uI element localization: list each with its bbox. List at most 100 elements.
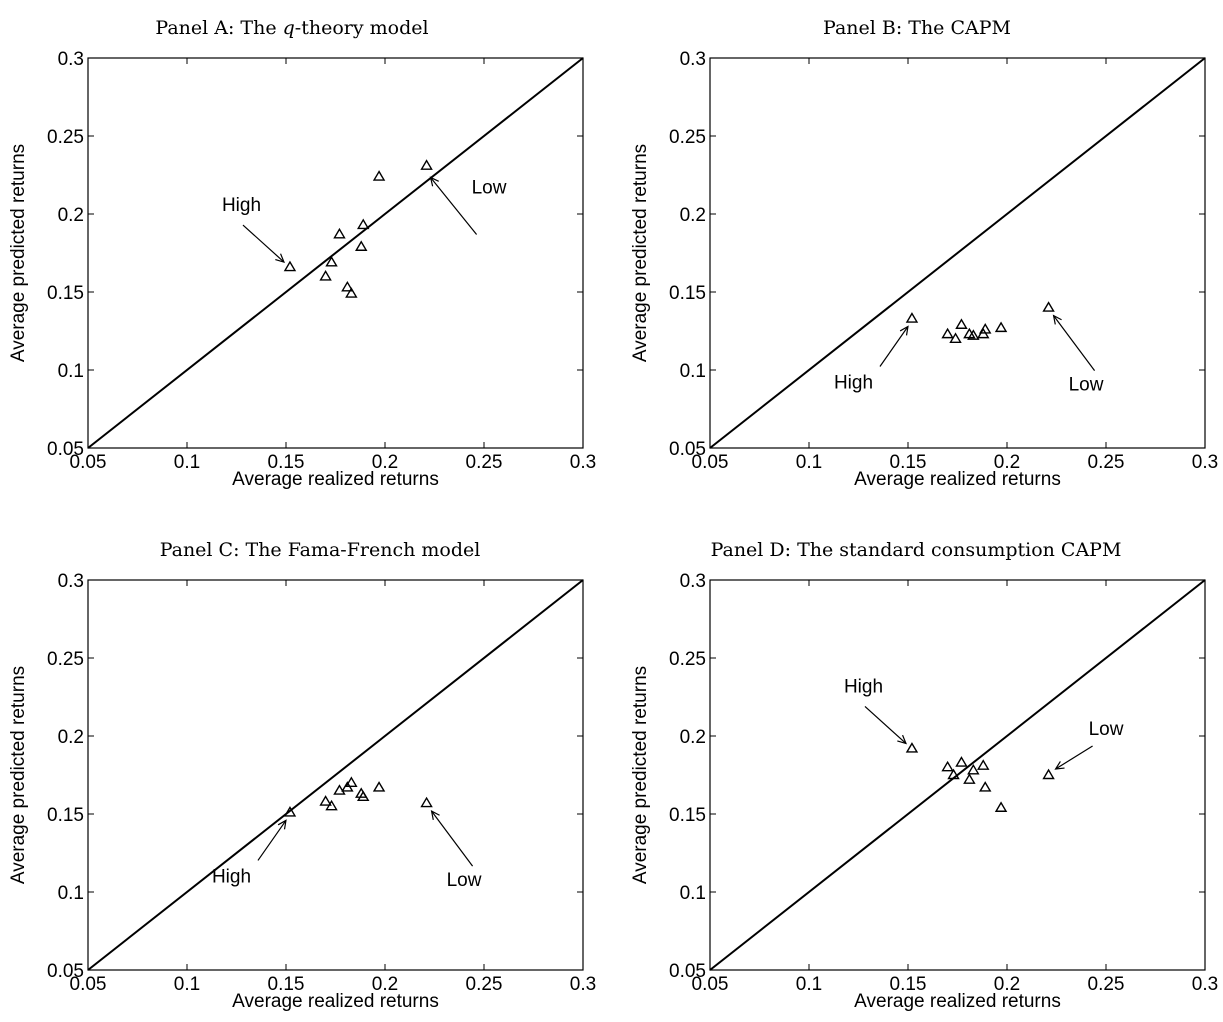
y-tick-label: 0.15: [47, 283, 84, 304]
data-point: [345, 287, 358, 298]
data-point: [325, 255, 338, 267]
x-axis-label: Average realized returns: [232, 469, 439, 490]
annotation-label: Low: [1089, 719, 1124, 740]
x-axis-label: Average realized returns: [854, 991, 1061, 1012]
data-point: [994, 801, 1008, 812]
annotation-arrow: [430, 177, 478, 235]
annotation-arrowhead: [897, 734, 907, 745]
y-tick-label: 0.2: [58, 727, 84, 748]
x-tick-label: 0.2: [372, 974, 398, 995]
x-axis-label: Average realized returns: [232, 991, 439, 1012]
y-axis-label: Average predicted returns: [630, 666, 651, 884]
data-point: [333, 784, 346, 795]
y-tick-label: 0.15: [669, 805, 706, 826]
data-point: [967, 763, 980, 775]
y-tick-label: 0.3: [680, 49, 706, 70]
y-tick-label: 0.1: [58, 883, 84, 904]
annotation-arrowhead: [1052, 314, 1062, 325]
x-tick-label: 0.2: [994, 974, 1020, 995]
plot-frame: [709, 57, 1206, 449]
data-point: [319, 270, 332, 281]
x-tick-label: 0.3: [570, 452, 596, 473]
x-tick-label: 0.05: [70, 452, 107, 473]
annotation-arrow: [1053, 315, 1096, 371]
annotation-arrow: [257, 820, 287, 861]
y-tick-label: 0.1: [680, 361, 706, 382]
plot-frame: [709, 579, 1206, 971]
data-point: [341, 280, 354, 292]
data-point: [905, 742, 919, 753]
x-tick-label: 0.05: [692, 452, 729, 473]
data-point: [905, 312, 919, 323]
x-tick-label: 0.1: [174, 452, 200, 473]
x-tick-label: 0.25: [466, 452, 503, 473]
annotation-label: Low: [472, 177, 507, 198]
annotation-arrowhead: [1054, 761, 1065, 770]
data-point: [1042, 768, 1055, 780]
data-point: [345, 776, 358, 787]
y-tick-label: 0.25: [669, 127, 706, 148]
y-tick-label: 0.2: [680, 205, 706, 226]
annotation-label: High: [212, 866, 251, 887]
x-tick-label: 0.15: [268, 974, 305, 995]
annotation-arrowhead: [430, 809, 440, 821]
data-point: [949, 332, 962, 343]
data-point: [356, 218, 370, 230]
x-tick-label: 0.3: [1192, 974, 1218, 995]
annotation-label: High: [222, 195, 261, 216]
annotation-label: Low: [1069, 375, 1104, 396]
data-point: [994, 321, 1008, 333]
data-point: [355, 240, 368, 251]
diagonal-line: [87, 57, 584, 449]
annotation-arrowhead: [429, 176, 439, 187]
panel-b: Panel B: The CAPM 0.050.05 0.1 0.1 0.15 0.15 0…: [630, 17, 1218, 490]
x-tick-label: 0.25: [1088, 974, 1125, 995]
x-tick-label: 0.15: [268, 452, 305, 473]
x-tick-label: 0.15: [890, 452, 927, 473]
y-tick-label: 0.3: [680, 571, 706, 592]
y-tick-label: 0.15: [47, 805, 84, 826]
annotation-arrow: [242, 224, 285, 263]
y-tick-label: 0.15: [669, 283, 706, 304]
data-point: [372, 170, 386, 181]
data-point: [978, 323, 992, 334]
annotation-label: High: [834, 373, 873, 394]
annotation-label: Low: [447, 870, 482, 891]
data-point: [947, 768, 960, 780]
x-tick-label: 0.1: [174, 974, 200, 995]
x-tick-label: 0.05: [70, 974, 107, 995]
annotation-arrowhead: [899, 325, 909, 336]
data-point: [963, 773, 976, 784]
data-point: [325, 799, 338, 811]
data-point: [941, 760, 954, 772]
panel-title: Panel D: The standard consumption CAPM: [711, 539, 1122, 561]
x-tick-label: 0.1: [796, 974, 822, 995]
y-tick-label: 0.25: [47, 127, 84, 148]
annotation-arrow: [864, 706, 907, 744]
y-tick-label: 0.3: [58, 571, 84, 592]
x-tick-label: 0.3: [1192, 452, 1218, 473]
annotation-label: High: [844, 676, 883, 697]
panel-c: Panel C: The Fama-French model 0.050.05 0.…: [8, 539, 596, 1012]
panel-d: Panel D: The standard consumption CAPM0.…: [630, 539, 1218, 1012]
x-tick-label: 0.3: [570, 974, 596, 995]
y-tick-label: 0.05: [669, 439, 706, 460]
y-tick-label: 0.2: [58, 205, 84, 226]
annotation-arrow: [1055, 745, 1093, 770]
data-point: [283, 260, 297, 272]
data-point: [977, 759, 990, 770]
y-tick-label: 0.05: [47, 961, 84, 982]
plot-frame: [87, 57, 584, 449]
y-axis-label: Average predicted returns: [8, 666, 29, 884]
y-tick-label: 0.1: [680, 883, 706, 904]
data-point: [1042, 301, 1055, 312]
annotation-arrow: [431, 810, 474, 867]
data-point: [955, 756, 968, 767]
y-tick-label: 0.05: [669, 961, 706, 982]
data-point: [941, 327, 954, 339]
data-point: [978, 781, 992, 792]
annotation-arrow: [879, 326, 909, 367]
data-point: [319, 795, 332, 806]
diagonal-line: [709, 579, 1206, 971]
